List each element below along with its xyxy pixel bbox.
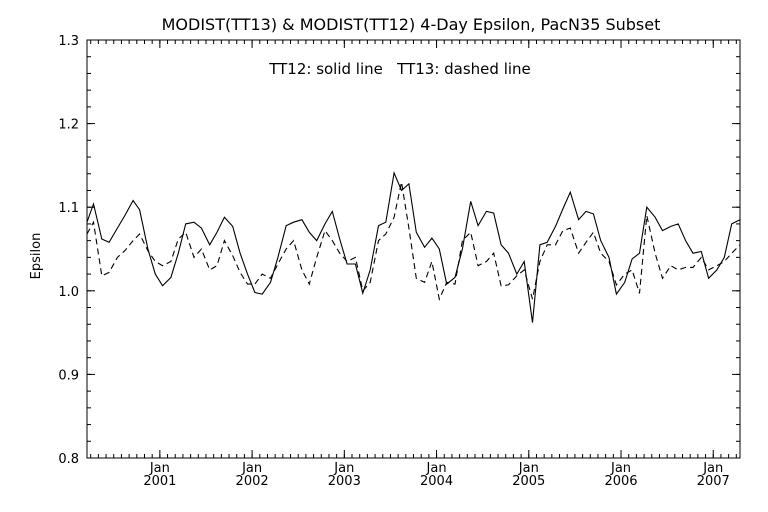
x-tick-year: 2004 [420, 474, 453, 489]
x-tick-year: 2001 [143, 474, 176, 489]
y-tick-label: 1.2 [58, 118, 79, 133]
series-tt13-line [86, 181, 741, 302]
y-tick-label: 1.1 [58, 201, 79, 216]
series-tt12-line [86, 170, 741, 323]
y-axis-label: Epsilon [29, 233, 44, 280]
chart-title: MODIST(TT13) & MODIST(TT12) 4-Day Epsilo… [162, 15, 661, 34]
x-tick-year: 2002 [236, 474, 269, 489]
y-tick-label: 0.8 [58, 452, 79, 467]
y-tick-label: 1.0 [58, 285, 79, 300]
x-axis: Jan2001Jan2002Jan2003Jan2004Jan2005Jan20… [90, 40, 737, 489]
x-tick-year: 2003 [328, 474, 361, 489]
x-tick-month: Jan [333, 461, 354, 476]
x-tick-year: 2006 [604, 474, 637, 489]
x-tick-year: 2005 [512, 474, 545, 489]
y-axis: 0.8 0.9 1.0 1.1 1.2 1.3 [58, 34, 740, 467]
x-tick-year: 2007 [697, 474, 730, 489]
x-tick-month: Jan [149, 461, 170, 476]
x-tick-month: Jan [610, 461, 631, 476]
series-annotation: TT12: solid line TT13: dashed line [268, 60, 531, 78]
plot-frame [86, 39, 741, 459]
series-lines [86, 170, 741, 323]
x-tick-month: Jan [702, 461, 723, 476]
y-tick-label: 1.3 [58, 34, 79, 49]
x-tick-month: Jan [241, 461, 262, 476]
x-tick-month: Jan [518, 461, 539, 476]
y-tick-label: 0.9 [58, 368, 79, 383]
x-tick-month: Jan [426, 461, 447, 476]
